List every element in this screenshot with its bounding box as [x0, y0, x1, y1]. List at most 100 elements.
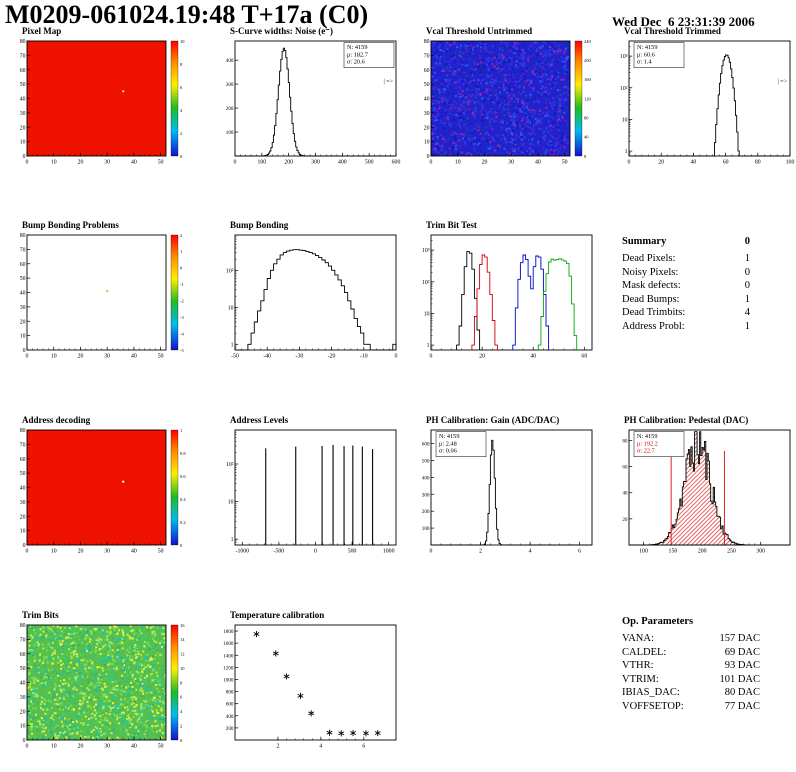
summary-row-value: 1: [744, 253, 750, 264]
address-decoding-plot: 1 0.8 0.6 0.4 0.2 0 0 10 20 30 40 50 0 10 20 30 40 50 60 70…: [4, 426, 196, 560]
svg-text:60: 60: [424, 68, 430, 74]
svg-text:40: 40: [584, 135, 589, 140]
svg-text:50: 50: [20, 471, 26, 477]
svg-text:μ: 182.7: μ: 182.7: [347, 51, 368, 58]
svg-text:8: 8: [180, 62, 183, 67]
summary-chip-number: 0: [744, 236, 750, 247]
svg-text:0: 0: [23, 543, 26, 549]
svg-text:30: 30: [508, 160, 514, 166]
svg-text:10: 10: [51, 354, 57, 360]
svg-text:40: 40: [530, 354, 536, 360]
summary-row-label: Dead Trimbits:: [622, 307, 686, 318]
svg-text:2: 2: [479, 549, 482, 555]
svg-text:80: 80: [20, 623, 26, 629]
svg-text:500: 500: [365, 160, 374, 166]
svg-text:1: 1: [625, 149, 628, 155]
svg-text:300: 300: [311, 160, 320, 166]
vcal-untrimmed-plot: 240 200 160 120 80 40 0 0 10 20 30 40 50 0 10 20 30 40 50 6…: [408, 37, 600, 171]
bump-bonding-title: Bump Bonding: [230, 220, 289, 230]
svg-text:40: 40: [691, 160, 697, 166]
scurve-noise-plot: 0 100 200 300 400 500 600 100 200 300 400 N: 4159 μ:…: [212, 37, 404, 171]
panel-bump-problems: Bump Bonding Problems 2 1 0 -1 -2 -3 -4 -5 0 10 20…: [4, 220, 196, 370]
svg-text:400: 400: [422, 475, 430, 481]
svg-text:10: 10: [180, 39, 185, 44]
svg-text:20: 20: [20, 125, 26, 131]
op-parameter-label: VTRIM:: [622, 673, 659, 685]
svg-text:250: 250: [727, 549, 736, 555]
op-parameter-row: VOFFSETOP: 77 DAC: [622, 700, 760, 714]
panel-vcal-untrimmed: Vcal Threshold Untrimmed 240 200 160 120 80 4…: [408, 26, 600, 176]
svg-text:2: 2: [180, 131, 182, 136]
svg-text:1: 1: [231, 342, 234, 348]
svg-text:60: 60: [622, 465, 628, 471]
svg-text:2: 2: [180, 723, 182, 728]
svg-text:-500: -500: [274, 549, 285, 555]
svg-text:70: 70: [424, 53, 430, 59]
svg-text:0: 0: [26, 744, 29, 750]
svg-text:40: 40: [131, 549, 137, 555]
svg-text:20: 20: [78, 549, 84, 555]
svg-text:50: 50: [562, 160, 568, 166]
svg-text:150: 150: [669, 549, 678, 555]
summary-rows: Dead Pixels: 1 Noisy Pixels: 0 Mask defe…: [622, 252, 750, 333]
op-parameter-value: 157 DAC: [719, 633, 760, 644]
op-parameter-value: 101 DAC: [719, 673, 760, 685]
svg-text:2: 2: [276, 744, 279, 750]
svg-text:20: 20: [622, 517, 628, 523]
svg-text:10: 10: [51, 744, 57, 750]
svg-text:200: 200: [226, 726, 234, 732]
svg-text:20: 20: [424, 125, 430, 131]
svg-text:10: 10: [20, 334, 26, 340]
svg-text:300: 300: [422, 492, 430, 498]
svg-text:0: 0: [234, 160, 237, 166]
svg-text:50: 50: [158, 744, 164, 750]
svg-text:60: 60: [20, 652, 26, 658]
svg-text:80: 80: [20, 233, 26, 239]
svg-text:6: 6: [578, 549, 581, 555]
svg-text:6: 6: [180, 85, 183, 90]
svg-text:4: 4: [529, 549, 532, 555]
trim-bit-test-plot: 0 20 40 60 1 10 10² 10³: [408, 231, 600, 365]
svg-text:σ: 0.06: σ: 0.06: [439, 448, 457, 455]
summary-row: Dead Trimbits: 4: [622, 306, 750, 320]
svg-text:100: 100: [257, 160, 266, 166]
svg-text:600: 600: [422, 442, 430, 448]
svg-text:50: 50: [158, 354, 164, 360]
svg-text:60: 60: [20, 68, 26, 74]
trim-bits-plot: 16 14 12 10 8 6 4 2 0 0 10 20 30 40 50 0 10 20 30 40 50 60 70 8…: [4, 621, 196, 755]
page-title: M0209-061024.19:48 T+17a (C0): [5, 0, 369, 29]
svg-text:1: 1: [231, 537, 234, 543]
vcal-untrimmed-title: Vcal Threshold Untrimmed: [426, 26, 533, 36]
op-parameters-header: Op. Parameters: [622, 616, 760, 627]
svg-text:4: 4: [319, 744, 322, 750]
summary-row-value: 1: [744, 293, 750, 305]
svg-text:N: 4159: N: 4159: [637, 44, 657, 51]
svg-text:40: 40: [20, 681, 26, 687]
svg-text:10: 10: [622, 117, 628, 123]
svg-text:500: 500: [422, 458, 430, 464]
svg-text:0: 0: [23, 154, 26, 160]
svg-text:-30: -30: [296, 354, 304, 360]
svg-text:10: 10: [180, 666, 185, 671]
panel-temp-calibration: Temperature calibration 2 4 6 200 400 600 800 1…: [212, 610, 404, 760]
svg-text:1600: 1600: [223, 641, 234, 647]
svg-text:20: 20: [20, 319, 26, 325]
svg-text:0: 0: [427, 154, 430, 160]
summary-row-label: Noisy Pixels:: [622, 266, 679, 278]
op-parameter-value: 80 DAC: [724, 687, 760, 698]
svg-text:80: 80: [755, 160, 761, 166]
panel-address-decoding: Address decoding 1 0.8 0.6 0.4 0.2 0 0 10 20 30 40…: [4, 415, 196, 565]
svg-text:0.6: 0.6: [180, 474, 186, 479]
svg-text:30: 30: [104, 160, 110, 166]
svg-text:10: 10: [228, 305, 234, 311]
svg-text:10: 10: [455, 160, 461, 166]
svg-text:70: 70: [20, 53, 26, 59]
summary-row-value: 4: [744, 307, 750, 318]
svg-text:0: 0: [430, 354, 433, 360]
address-levels-title: Address Levels: [230, 415, 289, 425]
svg-text:σ: 1.4: σ: 1.4: [637, 59, 652, 66]
svg-text:1200: 1200: [223, 665, 234, 671]
op-parameter-row: CALDEL: 69 DAC: [622, 646, 760, 660]
summary-row-label: Mask defects:: [622, 280, 681, 291]
svg-text:40: 40: [20, 97, 26, 103]
